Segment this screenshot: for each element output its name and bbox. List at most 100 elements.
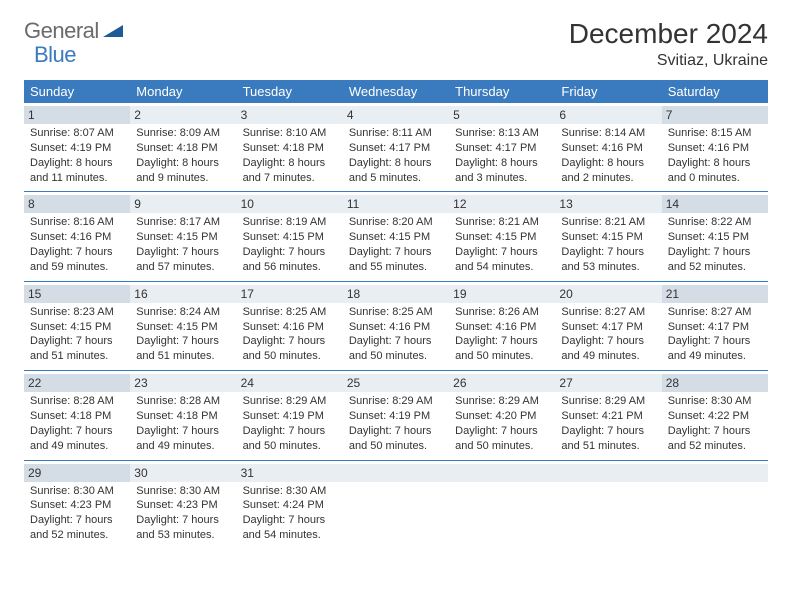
- day-number: 11: [343, 195, 449, 213]
- sunset-text: Sunset: 4:17 PM: [668, 320, 762, 335]
- calendar-cell: 6Sunrise: 8:14 AMSunset: 4:16 PMDaylight…: [555, 103, 661, 191]
- sunset-text: Sunset: 4:15 PM: [136, 320, 230, 335]
- sunset-text: Sunset: 4:18 PM: [30, 409, 124, 424]
- day-number: 28: [662, 374, 768, 392]
- day-number: 27: [555, 374, 661, 392]
- sunrise-text: Sunrise: 8:25 AM: [349, 305, 443, 320]
- daylight-text: Daylight: 7 hours and 51 minutes.: [561, 424, 655, 454]
- daylight-text: Daylight: 7 hours and 50 minutes.: [349, 334, 443, 364]
- dayhead: Sunday: [24, 80, 130, 103]
- sunrise-text: Sunrise: 8:22 AM: [668, 215, 762, 230]
- daylight-text: Daylight: 7 hours and 49 minutes.: [561, 334, 655, 364]
- calendar-cell: 14Sunrise: 8:22 AMSunset: 4:15 PMDayligh…: [662, 192, 768, 280]
- calendar-cell: 30Sunrise: 8:30 AMSunset: 4:23 PMDayligh…: [130, 461, 236, 549]
- calendar-cell: 13Sunrise: 8:21 AMSunset: 4:15 PMDayligh…: [555, 192, 661, 280]
- calendar-cell: 19 Sunrise: 8:26 AMSunset: 4:16 PMDayligh…: [449, 282, 555, 370]
- sunrise-text: Sunrise: 8:23 AM: [30, 305, 124, 320]
- sunset-text: Sunset: 4:21 PM: [561, 409, 655, 424]
- day-info: Sunrise: 8:24 AMSunset: 4:15 PMDaylight:…: [136, 305, 230, 364]
- daylight-text: Daylight: 8 hours and 9 minutes.: [136, 156, 230, 186]
- logo: General: [24, 18, 127, 44]
- day-info: Sunrise: 8:23 AMSunset: 4:15 PMDaylight:…: [30, 305, 124, 364]
- calendar-cell: 18Sunrise: 8:25 AMSunset: 4:16 PMDayligh…: [343, 282, 449, 370]
- sunrise-text: Sunrise: 8:27 AM: [668, 305, 762, 320]
- daylight-text: Daylight: 7 hours and 50 minutes.: [243, 424, 337, 454]
- title-block: December 2024 Svitiaz, Ukraine: [569, 18, 768, 70]
- sunrise-text: Sunrise: 8:09 AM: [136, 126, 230, 141]
- daylight-text: Daylight: 7 hours and 52 minutes.: [668, 424, 762, 454]
- day-number: .: [555, 464, 661, 482]
- day-info: Sunrise: 8:16 AMSunset: 4:16 PMDaylight:…: [30, 215, 124, 274]
- dayhead: Tuesday: [237, 80, 343, 103]
- daylight-text: Daylight: 8 hours and 0 minutes.: [668, 156, 762, 186]
- day-info: Sunrise: 8:17 AMSunset: 4:15 PMDaylight:…: [136, 215, 230, 274]
- day-info: Sunrise: 8:13 AMSunset: 4:17 PMDaylight:…: [455, 126, 549, 185]
- day-info: Sunrise: 8:25 AMSunset: 4:16 PMDaylight:…: [243, 305, 337, 364]
- sunrise-text: Sunrise: 8:20 AM: [349, 215, 443, 230]
- day-number: 20: [555, 285, 661, 303]
- sunrise-text: Sunrise: 8:30 AM: [243, 484, 337, 499]
- sunrise-text: Sunrise: 8:15 AM: [668, 126, 762, 141]
- day-number: 19: [449, 285, 555, 303]
- logo-text-general: General: [24, 18, 99, 44]
- calendar-cell: 28Sunrise: 8:30 AMSunset: 4:22 PMDayligh…: [662, 371, 768, 459]
- day-number: 23: [130, 374, 236, 392]
- sunset-text: Sunset: 4:16 PM: [668, 141, 762, 156]
- sunrise-text: Sunrise: 8:25 AM: [243, 305, 337, 320]
- day-number: 5: [449, 106, 555, 124]
- calendar-cell: .: [449, 461, 555, 549]
- sunset-text: Sunset: 4:16 PM: [30, 230, 124, 245]
- day-info: Sunrise: 8:15 AMSunset: 4:16 PMDaylight:…: [668, 126, 762, 185]
- sunrise-text: Sunrise: 8:29 AM: [243, 394, 337, 409]
- sunset-text: Sunset: 4:15 PM: [349, 230, 443, 245]
- daylight-text: Daylight: 8 hours and 2 minutes.: [561, 156, 655, 186]
- daylight-text: Daylight: 7 hours and 50 minutes.: [243, 334, 337, 364]
- day-info: Sunrise: 8:10 AMSunset: 4:18 PMDaylight:…: [243, 126, 337, 185]
- daylight-text: Daylight: 7 hours and 54 minutes.: [243, 513, 337, 543]
- day-info: Sunrise: 8:11 AMSunset: 4:17 PMDaylight:…: [349, 126, 443, 185]
- sunset-text: Sunset: 4:16 PM: [349, 320, 443, 335]
- day-number: 9: [130, 195, 236, 213]
- sunrise-text: Sunrise: 8:14 AM: [561, 126, 655, 141]
- calendar-cell: 22 Sunrise: 8:28 AMSunset: 4:18 PMDayligh…: [24, 371, 130, 459]
- day-number: 12: [449, 195, 555, 213]
- day-info: Sunrise: 8:14 AMSunset: 4:16 PMDaylight:…: [561, 126, 655, 185]
- day-info: Sunrise: 8:28 AMSunset: 4:18 PMDaylight:…: [30, 394, 124, 453]
- logo-triangle-icon: [103, 21, 123, 42]
- calendar-cell: .: [662, 461, 768, 549]
- sunset-text: Sunset: 4:15 PM: [136, 230, 230, 245]
- day-number: 3: [237, 106, 343, 124]
- sunset-text: Sunset: 4:16 PM: [243, 320, 337, 335]
- day-number: 1: [24, 106, 130, 124]
- day-info: Sunrise: 8:25 AMSunset: 4:16 PMDaylight:…: [349, 305, 443, 364]
- day-number: 14: [662, 195, 768, 213]
- sunrise-text: Sunrise: 8:19 AM: [243, 215, 337, 230]
- sunset-text: Sunset: 4:16 PM: [561, 141, 655, 156]
- daylight-text: Daylight: 7 hours and 50 minutes.: [349, 424, 443, 454]
- sunset-text: Sunset: 4:19 PM: [243, 409, 337, 424]
- day-info: Sunrise: 8:29 AMSunset: 4:21 PMDaylight:…: [561, 394, 655, 453]
- sunrise-text: Sunrise: 8:07 AM: [30, 126, 124, 141]
- day-number: 22: [24, 374, 130, 392]
- day-number: 25: [343, 374, 449, 392]
- day-info: Sunrise: 8:30 AMSunset: 4:23 PMDaylight:…: [30, 484, 124, 543]
- sunset-text: Sunset: 4:24 PM: [243, 498, 337, 513]
- day-info: Sunrise: 8:26 AMSunset: 4:16 PMDaylight:…: [455, 305, 549, 364]
- day-number: 21: [662, 285, 768, 303]
- logo-text-blue-wrap: Blue: [34, 42, 76, 68]
- sunset-text: Sunset: 4:15 PM: [30, 320, 124, 335]
- day-info: Sunrise: 8:30 AMSunset: 4:23 PMDaylight:…: [136, 484, 230, 543]
- daylight-text: Daylight: 7 hours and 50 minutes.: [455, 424, 549, 454]
- daylight-text: Daylight: 7 hours and 50 minutes.: [455, 334, 549, 364]
- daylight-text: Daylight: 7 hours and 56 minutes.: [243, 245, 337, 275]
- calendar-cell: 7Sunrise: 8:15 AMSunset: 4:16 PMDaylight…: [662, 103, 768, 191]
- sunrise-text: Sunrise: 8:21 AM: [561, 215, 655, 230]
- calendar-cell: 20Sunrise: 8:27 AMSunset: 4:17 PMDayligh…: [555, 282, 661, 370]
- sunrise-text: Sunrise: 8:10 AM: [243, 126, 337, 141]
- sunrise-text: Sunrise: 8:28 AM: [136, 394, 230, 409]
- sunset-text: Sunset: 4:18 PM: [136, 409, 230, 424]
- day-info: Sunrise: 8:30 AMSunset: 4:24 PMDaylight:…: [243, 484, 337, 543]
- sunset-text: Sunset: 4:17 PM: [561, 320, 655, 335]
- sunset-text: Sunset: 4:17 PM: [455, 141, 549, 156]
- day-info: Sunrise: 8:09 AMSunset: 4:18 PMDaylight:…: [136, 126, 230, 185]
